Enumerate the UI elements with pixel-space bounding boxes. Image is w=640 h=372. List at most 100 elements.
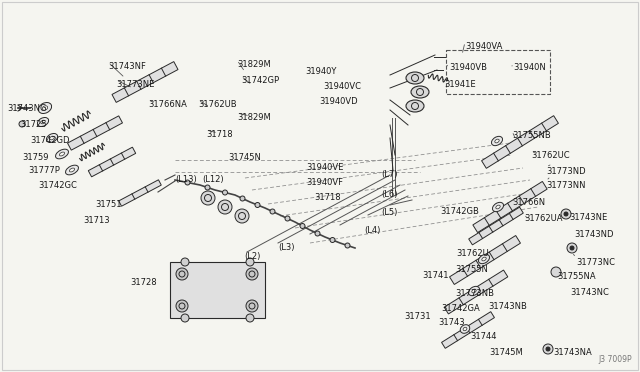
Circle shape — [546, 347, 550, 351]
Polygon shape — [112, 62, 178, 102]
Text: 31773ND: 31773ND — [546, 167, 586, 176]
Polygon shape — [88, 147, 136, 177]
Text: 31718: 31718 — [314, 193, 340, 202]
Text: 31940VF: 31940VF — [306, 178, 343, 187]
Text: 31751: 31751 — [95, 200, 122, 209]
Text: 31743: 31743 — [438, 318, 465, 327]
Text: (L2): (L2) — [244, 252, 260, 261]
Text: (L12): (L12) — [202, 175, 223, 184]
Circle shape — [205, 185, 210, 190]
Ellipse shape — [50, 136, 54, 140]
Text: 31718: 31718 — [206, 130, 232, 139]
Ellipse shape — [482, 257, 486, 261]
Text: 31743NF: 31743NF — [108, 62, 146, 71]
Text: 31762U: 31762U — [456, 249, 489, 258]
Ellipse shape — [56, 149, 68, 159]
Circle shape — [176, 300, 188, 312]
Text: 31777P: 31777P — [28, 166, 60, 175]
Circle shape — [561, 209, 571, 219]
Polygon shape — [473, 182, 547, 232]
Text: 31745N: 31745N — [228, 153, 261, 162]
Ellipse shape — [406, 72, 424, 84]
Ellipse shape — [468, 286, 479, 296]
Text: 31762UA: 31762UA — [524, 214, 563, 223]
Ellipse shape — [460, 325, 470, 333]
Ellipse shape — [46, 134, 58, 142]
Circle shape — [551, 267, 561, 277]
Text: 31743NC: 31743NC — [570, 288, 609, 297]
Text: (L6): (L6) — [381, 190, 397, 199]
Circle shape — [246, 258, 254, 266]
Ellipse shape — [38, 103, 52, 113]
Text: (L3): (L3) — [278, 243, 294, 252]
Text: 31743NE: 31743NE — [569, 213, 607, 222]
Text: 31713: 31713 — [83, 216, 109, 225]
Polygon shape — [481, 116, 559, 169]
Text: 31766N: 31766N — [512, 198, 545, 207]
Polygon shape — [444, 270, 508, 314]
Circle shape — [181, 258, 189, 266]
Ellipse shape — [492, 137, 502, 146]
Circle shape — [570, 246, 574, 250]
Circle shape — [543, 344, 553, 354]
Circle shape — [19, 121, 25, 127]
Circle shape — [223, 190, 227, 195]
Text: 31940VA: 31940VA — [465, 42, 502, 51]
Text: 31773NB: 31773NB — [455, 289, 494, 298]
Text: (L13): (L13) — [175, 175, 196, 184]
Circle shape — [181, 314, 189, 322]
Text: 31940VE: 31940VE — [306, 163, 344, 172]
Circle shape — [345, 243, 350, 248]
Polygon shape — [119, 180, 161, 206]
Text: 31743NB: 31743NB — [488, 302, 527, 311]
Text: 31940N: 31940N — [513, 63, 546, 72]
Circle shape — [330, 237, 335, 243]
Text: J3 7009P: J3 7009P — [598, 355, 632, 364]
Ellipse shape — [479, 254, 490, 264]
Text: 31940VC: 31940VC — [323, 82, 361, 91]
Text: 31762UB: 31762UB — [198, 100, 237, 109]
Text: (L7): (L7) — [381, 170, 397, 179]
Text: 31725: 31725 — [20, 120, 47, 129]
Circle shape — [564, 212, 568, 216]
Text: 31742GB: 31742GB — [440, 207, 479, 216]
Text: 31759: 31759 — [22, 153, 49, 162]
Text: 31829M: 31829M — [237, 113, 271, 122]
Text: 31743NA: 31743NA — [553, 348, 592, 357]
Text: 31762UC: 31762UC — [531, 151, 570, 160]
Ellipse shape — [496, 205, 500, 209]
Ellipse shape — [406, 100, 424, 112]
Ellipse shape — [463, 327, 467, 331]
Text: 31773NC: 31773NC — [576, 258, 615, 267]
Text: 31742GC: 31742GC — [38, 181, 77, 190]
Ellipse shape — [472, 289, 476, 293]
Text: 31773NE: 31773NE — [116, 80, 154, 89]
Ellipse shape — [42, 106, 47, 110]
Text: 31742GP: 31742GP — [241, 76, 279, 85]
Text: 31743NG: 31743NG — [7, 104, 47, 113]
Circle shape — [270, 209, 275, 214]
Ellipse shape — [65, 165, 79, 175]
Text: 31766NA: 31766NA — [148, 100, 187, 109]
Circle shape — [567, 243, 577, 253]
Ellipse shape — [411, 86, 429, 98]
Text: 31731: 31731 — [404, 312, 431, 321]
Text: (L5): (L5) — [381, 208, 397, 217]
Circle shape — [235, 209, 249, 223]
Polygon shape — [468, 207, 524, 245]
Text: 31940VD: 31940VD — [319, 97, 358, 106]
Polygon shape — [442, 312, 495, 348]
Ellipse shape — [69, 168, 75, 172]
Text: 31829M: 31829M — [237, 60, 271, 69]
Circle shape — [285, 216, 290, 221]
Text: 31940Y: 31940Y — [305, 67, 337, 76]
Ellipse shape — [493, 202, 504, 212]
Circle shape — [240, 196, 245, 201]
Ellipse shape — [60, 152, 65, 156]
Text: 31728: 31728 — [130, 278, 157, 287]
Circle shape — [255, 202, 260, 208]
Circle shape — [246, 314, 254, 322]
Polygon shape — [170, 262, 265, 318]
Text: 31941E: 31941E — [444, 80, 476, 89]
Text: 31744: 31744 — [470, 332, 497, 341]
